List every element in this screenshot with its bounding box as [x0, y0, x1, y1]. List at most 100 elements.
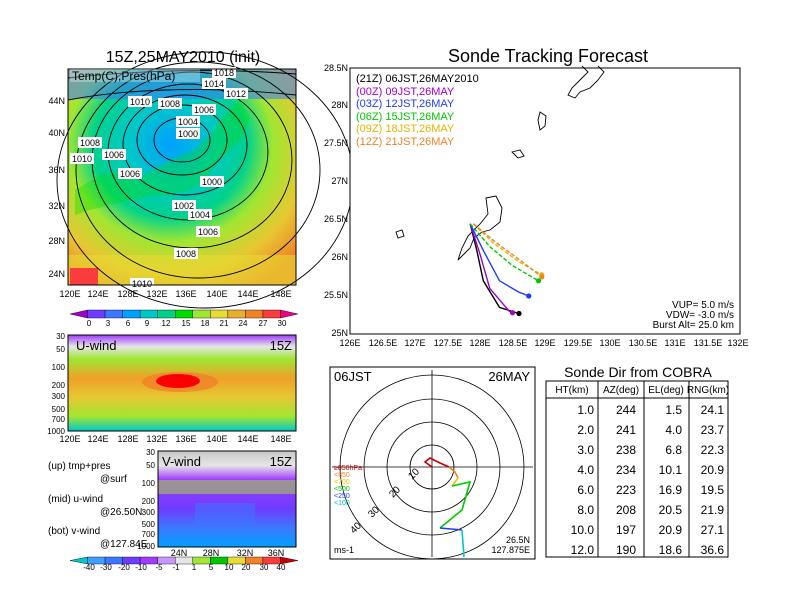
lat-label: 32N [48, 201, 65, 211]
colorbar-swatch [69, 309, 88, 319]
uwind-y-label: 300 [52, 392, 66, 401]
hodograph-segment [439, 527, 463, 531]
hodograph-segment [451, 477, 459, 487]
table-cell: 234 [616, 463, 636, 477]
vwind-time: 15Z [270, 454, 292, 469]
sonde-landing-point [535, 278, 542, 284]
track-lon-label: 128E [469, 338, 490, 348]
note-line: @26.50N [100, 507, 142, 518]
track-lon-label: 131.5E [694, 338, 723, 348]
uwind-x-labels: 120E 124E 128E 132E 136E 140E 144E 148E [59, 434, 291, 444]
tcb-label: 3 [106, 319, 111, 328]
vwind-x-label: 36N [268, 548, 285, 558]
lon-label: 144E [237, 289, 258, 299]
polar-pos-lat: 26.5N [506, 535, 530, 545]
uwind-x-label: 128E [117, 434, 138, 444]
tcb-label: 18 [201, 319, 210, 328]
table-cell: 4.0 [577, 463, 594, 477]
table-cell: 6.0 [577, 483, 594, 497]
lat-label: 36N [48, 165, 65, 175]
temperature-map: 1018 1014 1012 1010 1008 1006 1004 1000 … [56, 51, 354, 309]
colorbar-swatch [210, 309, 229, 319]
lon-label: 124E [87, 289, 108, 299]
level-legend: <850 [334, 472, 350, 479]
note-line: (mid) u-wind [48, 494, 103, 505]
sonde-landing-point [526, 293, 532, 299]
coastline [395, 65, 605, 261]
table-cell: 244 [616, 403, 636, 417]
track-lon-label: 132E [727, 338, 748, 348]
col-header: EL(deg) [648, 385, 684, 396]
uwind-y-label: 30 [56, 332, 65, 341]
track-lon-label: 131E [664, 338, 685, 348]
vwind-panel: V-wind 15Z [157, 450, 297, 548]
track-lat-label: 25N [331, 328, 348, 338]
table-cell: 8.0 [577, 503, 594, 517]
uwind-y-label: 700 [52, 415, 66, 424]
uwind-x-label: 136E [175, 434, 196, 444]
temperature-colorbar [69, 309, 299, 319]
table-cell: 3.0 [577, 443, 594, 457]
note-line: (bot) v-wind [48, 526, 100, 537]
param-vdw: VDW= -3.0 m/s [666, 310, 734, 321]
isobar-label: 1002 [174, 201, 194, 211]
uwind-x-label: 144E [237, 434, 258, 444]
launch-label: (06Z) 15JST,26MAY [356, 111, 455, 123]
launch-label: (03Z) 12JST,26MAY [356, 98, 455, 110]
tcb-label: 27 [259, 319, 268, 328]
isobar-label: 1006 [104, 150, 124, 160]
level-legend: <250 [334, 493, 350, 500]
map-overlay-label: Temp(C),Pres(hPa) [72, 69, 175, 83]
table-cell: 197 [616, 523, 636, 537]
vwind-y-label: 200 [142, 497, 156, 506]
vwind-y-label: 300 [142, 508, 156, 517]
table-cell: 12.0 [571, 543, 595, 557]
lat-label: 28N [48, 236, 65, 246]
isobar-label: 1004 [178, 117, 198, 127]
tcb-label: 0 [87, 319, 92, 328]
col-header: AZ(deg) [603, 385, 639, 396]
table-cell: 27.1 [701, 523, 725, 537]
colorbar-swatch [280, 556, 299, 565]
param-vup: VUP= 5.0 m/s [672, 300, 734, 311]
table-cell: 10.1 [659, 463, 683, 477]
polar-pos-lon: 127.875E [491, 545, 530, 555]
vcb-label: 30 [260, 563, 269, 572]
tcb-label: 6 [126, 319, 131, 328]
uwind-x-label: 124E [87, 434, 108, 444]
polar-panel: 10 20 30 40 06JST 26MAY ms-1 26.5N 127.8… [329, 366, 536, 560]
isobar-label: 1006 [194, 105, 214, 115]
table-cell: 223 [616, 483, 636, 497]
colorbar-swatch [87, 309, 106, 319]
tracking-panel [349, 65, 741, 335]
sonde-dir-title: Sonde Dir from COBRA [564, 364, 712, 380]
sonde-track [473, 223, 543, 278]
lat-label: 40N [48, 128, 65, 138]
vwind-y-label: 100 [142, 479, 156, 488]
col-header: HT(km) [555, 385, 588, 396]
tcb-label: 15 [182, 319, 191, 328]
note-line: @surf [100, 474, 127, 485]
temperature-colorbar-labels: 0 3 6 9 12 15 18 21 24 27 30 [87, 319, 287, 328]
table-cell: 6.8 [665, 443, 682, 457]
vwind-y-label: 1000 [137, 542, 155, 551]
isobar-labels: 1018 1014 1012 1010 1008 1006 1004 1000 … [70, 67, 248, 289]
tracking-lat-labels: 28.5N 28N 27.5N 27N 26.5N 26N 25.5N 25N [324, 63, 348, 338]
table-cell: 10.0 [571, 523, 595, 537]
table-cell: 208 [616, 503, 636, 517]
vwind-y-label: 30 [146, 448, 155, 457]
table-cell: 20.9 [701, 463, 725, 477]
table-cell: 2.0 [577, 423, 594, 437]
track-lon-label: 130.5E [629, 338, 658, 348]
uwind-y-label: 500 [52, 405, 66, 414]
uwind-x-label: 140E [206, 434, 227, 444]
isobar-label: 1008 [80, 138, 100, 148]
isobar-label: 1010 [132, 279, 152, 289]
table-cell: 4.0 [665, 423, 682, 437]
sonde-dir-table: HT(km) AZ(deg) EL(deg) RNG(km) 1.0 244 1.5… [545, 380, 729, 558]
isobar-label: 1010 [72, 154, 92, 164]
tcb-label: 30 [278, 319, 287, 328]
vcb-label: -20 [118, 563, 130, 572]
vcb-label: 1 [192, 563, 197, 572]
